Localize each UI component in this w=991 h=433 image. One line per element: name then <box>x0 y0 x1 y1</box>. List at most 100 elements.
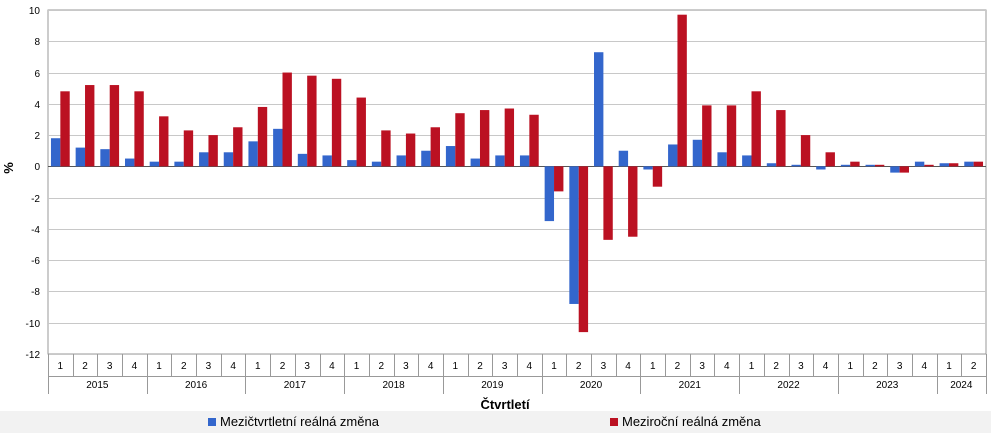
x-tick-label: 2 <box>280 361 286 372</box>
bar <box>751 91 761 167</box>
bar <box>149 161 160 167</box>
x-tick-label: 2 <box>181 361 187 372</box>
x-axis-title: Čtvrtletí <box>480 397 530 411</box>
x-tick-label: 2 <box>378 361 384 372</box>
x-tick-label: 2 <box>971 361 977 372</box>
bar <box>223 152 234 167</box>
bar <box>939 163 949 167</box>
x-tick-label: 1 <box>946 361 952 372</box>
bar <box>569 166 579 304</box>
bar <box>455 113 465 167</box>
bar <box>825 152 835 167</box>
y-tick-label: 6 <box>34 69 40 80</box>
bar <box>668 144 678 167</box>
bar <box>495 155 505 167</box>
year-label: 2021 <box>679 380 702 391</box>
legend-swatch-quarterly <box>208 417 216 426</box>
bar <box>594 52 604 167</box>
x-tick-label: 4 <box>329 361 335 372</box>
bar <box>134 91 144 167</box>
bar <box>396 155 406 167</box>
bar <box>85 85 95 167</box>
bar <box>791 164 801 167</box>
legend: Mezičtvrtletní reálná změna Meziroční re… <box>0 411 991 433</box>
bars <box>50 14 984 333</box>
x-tick-label: 3 <box>699 361 705 372</box>
y-tick-label: 4 <box>34 100 40 111</box>
bar <box>174 161 184 167</box>
bar <box>628 166 638 237</box>
bar <box>519 155 530 167</box>
bar <box>742 155 752 167</box>
bar <box>726 105 737 167</box>
bar <box>347 160 357 167</box>
x-tick-label: 4 <box>132 361 138 372</box>
bar <box>282 72 292 167</box>
bar <box>840 164 851 167</box>
year-label: 2017 <box>284 380 307 391</box>
bar <box>125 158 135 167</box>
year-label: 2019 <box>481 380 504 391</box>
bar <box>208 135 218 167</box>
bar <box>899 166 909 173</box>
bar <box>381 130 391 167</box>
bar <box>50 138 61 167</box>
bar <box>766 163 777 167</box>
grid-lines <box>47 9 987 355</box>
x-tick-label: 4 <box>527 361 533 372</box>
bar <box>75 147 86 167</box>
x-tick-label: 1 <box>650 361 656 372</box>
x-tick-label: 4 <box>625 361 631 372</box>
bar <box>890 166 900 173</box>
bar <box>60 91 70 167</box>
bar <box>479 110 490 167</box>
bar <box>159 116 169 167</box>
bar <box>405 133 416 167</box>
x-tick-label: 3 <box>502 361 508 372</box>
bar <box>421 150 431 167</box>
bar <box>717 152 727 167</box>
bar <box>914 161 925 167</box>
bar <box>233 127 243 167</box>
y-tick-labels: -12 -10 -8 -6 -4 -2 0 2 4 6 8 10 <box>26 6 41 361</box>
bar <box>948 163 959 167</box>
bar <box>874 164 885 167</box>
bar <box>529 114 539 167</box>
bar <box>356 97 366 167</box>
bar <box>973 161 984 167</box>
x-tick-label: 3 <box>206 361 212 372</box>
y-tick-label: -10 <box>26 319 41 330</box>
x-tick-label: 2 <box>82 361 88 372</box>
x-tick-label: 1 <box>453 361 459 372</box>
x-tick-label: 1 <box>551 361 557 372</box>
bar <box>850 161 860 167</box>
x-tick-label: 3 <box>601 361 607 372</box>
x-tick-label: 2 <box>773 361 779 372</box>
x-tick-label: 3 <box>304 361 310 372</box>
bar <box>643 166 653 170</box>
year-label: 2018 <box>382 380 405 391</box>
legend-label-quarterly: Mezičtvrtletní reálná změna <box>220 414 379 429</box>
x-tick-label: 1 <box>255 361 261 372</box>
legend-swatch-annual <box>610 417 618 426</box>
x-tick-label: 1 <box>156 361 162 372</box>
plot-area <box>47 9 987 355</box>
legend-label-annual: Meziroční reálná změna <box>622 414 761 429</box>
bar <box>371 161 382 167</box>
x-tick-label: 1 <box>749 361 755 372</box>
x-tick-label: 2 <box>675 361 681 372</box>
bar <box>430 127 440 167</box>
bar <box>603 166 613 240</box>
bar <box>924 164 934 167</box>
y-tick-label: 0 <box>34 162 40 173</box>
bar <box>544 166 555 222</box>
bar <box>964 161 974 167</box>
x-tick-label: 4 <box>724 361 730 372</box>
year-label: 2016 <box>185 380 208 391</box>
bar <box>248 141 258 167</box>
bar <box>273 128 283 167</box>
bar <box>183 130 194 167</box>
x-axis: 1 2 3 4 1 2 3 4 1 2 3 4 1 2 3 4 1 2 3 4 1 2 3 4 1 2 3 4 1 2 3 4 1 2 3 4 1 220… <box>48 354 987 394</box>
bar <box>331 78 342 167</box>
year-label: 2024 <box>950 380 973 391</box>
